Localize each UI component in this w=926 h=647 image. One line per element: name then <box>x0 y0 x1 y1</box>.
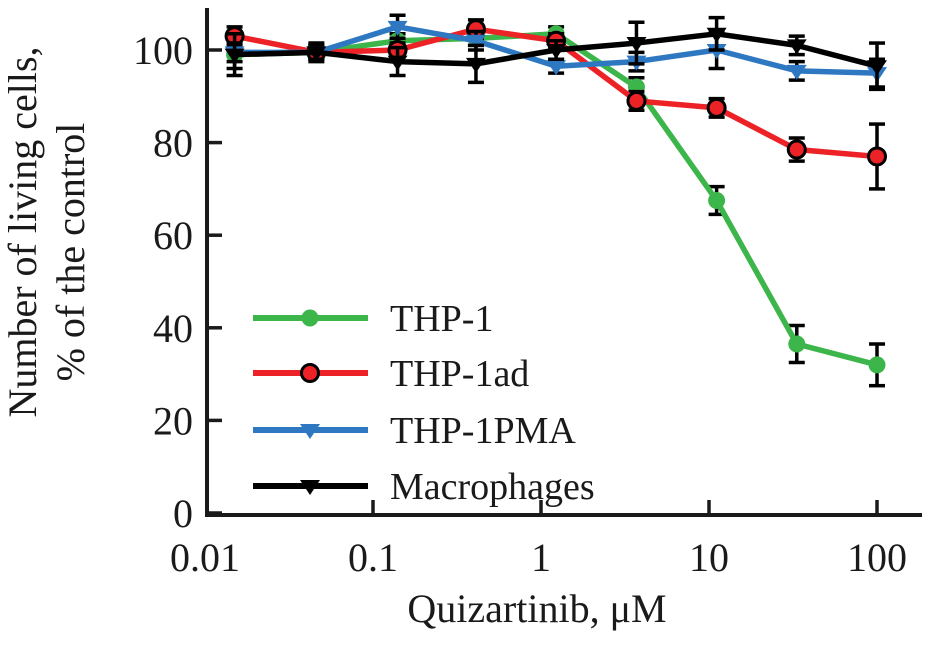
legend-marker <box>300 424 320 439</box>
legend-group: THP-1 THP-1ad THP-1PMA Macrophages <box>253 298 595 508</box>
legend-item-Macrophages: Macrophages <box>253 466 595 508</box>
data-point-marker <box>387 55 408 71</box>
y-tick-label: 80 <box>153 121 193 166</box>
data-point-marker <box>868 356 886 374</box>
data-point-marker <box>786 64 807 80</box>
data-point-marker <box>706 97 727 118</box>
legend-item-THP-1: THP-1 <box>253 298 493 340</box>
legend-label: THP-1ad <box>390 353 529 395</box>
series-THP-1 <box>226 25 886 388</box>
data-point-marker <box>867 60 887 76</box>
legend-label: THP-1PMA <box>390 410 576 452</box>
legend-marker <box>300 363 320 383</box>
legend-label: Macrophages <box>390 466 595 508</box>
y-tick-label: 0 <box>173 491 193 536</box>
x-tick-label: 1 <box>531 535 551 580</box>
legend-item-THP-1ad: THP-1ad <box>253 353 529 395</box>
data-point-marker <box>708 191 726 209</box>
series-Macrophages <box>224 15 887 92</box>
legend-item-THP-1PMA: THP-1PMA <box>253 410 576 452</box>
data-point-marker <box>224 48 245 64</box>
y-tick-label: 60 <box>153 213 193 258</box>
legend-marker <box>300 480 320 495</box>
y-axis-label-line2: % of the control <box>48 123 93 382</box>
y-tick-label: 40 <box>153 306 193 351</box>
data-point-marker <box>626 90 647 111</box>
x-tick-label: 10 <box>689 535 729 580</box>
x-tick-label: 100 <box>847 535 907 580</box>
legend-marker <box>301 309 319 327</box>
data-point-marker <box>706 27 727 43</box>
data-point-marker <box>546 44 567 59</box>
data-point-marker <box>465 34 486 50</box>
data-point-marker <box>788 335 806 353</box>
data-point-marker <box>546 60 567 76</box>
x-axis-label: Quizartinib, μM <box>407 586 666 631</box>
y-tick-label: 20 <box>153 398 193 443</box>
x-tick-label: 0.01 <box>170 535 240 580</box>
y-axis-label-line1: Number of living cells, <box>0 46 45 417</box>
data-point-marker <box>786 139 807 160</box>
data-point-marker <box>867 146 887 167</box>
data-point-marker <box>626 37 647 53</box>
x-tick-label: 0.1 <box>348 535 398 580</box>
data-point-marker <box>465 57 486 73</box>
data-point-marker <box>306 46 327 62</box>
axes-group: 0 20 40 60 80 100 0.01 0.1 1 10 100 <box>133 8 922 580</box>
y-tick-label: 100 <box>133 28 193 73</box>
data-point-marker <box>387 20 408 36</box>
legend-label: THP-1 <box>390 298 493 340</box>
series-group <box>224 13 887 388</box>
data-point-marker <box>786 39 807 55</box>
